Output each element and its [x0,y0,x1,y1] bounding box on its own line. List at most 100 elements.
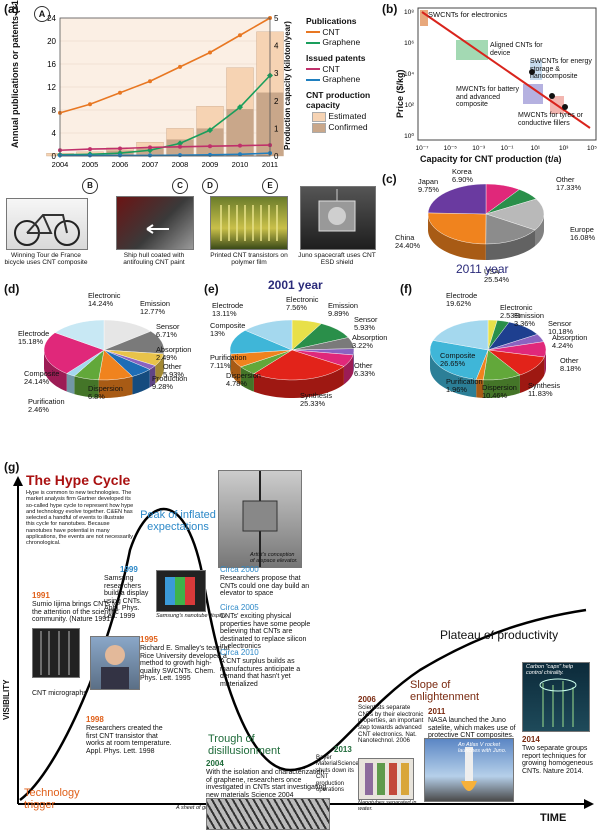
y-tick-label: 10⁶ [404,40,414,47]
hype-intro: Hype is common to new technologies. The … [26,490,134,546]
pie-label: Synthesis 25.33% [300,392,332,408]
pie-slice [54,319,105,351]
pie-label-name: Korea [452,167,472,176]
phase-trough: Trough of disillusionment [208,733,281,757]
pie-label: Sensor 5.93% [354,316,377,332]
data-point [529,69,535,75]
legend-patents-cnt: CNT [322,63,340,74]
pie-label: Japan 9.75% [418,178,439,194]
ylabel-right: Production capacity (kiloton/year) [283,21,292,150]
y-tick-label: 10⁴ [404,71,414,78]
pie-label-name: Electronic [88,291,121,300]
region-label-mwcnt-tyres: MWCNTs for tyres or conductive fillers [518,112,583,127]
legend-publications-title: Publications [306,16,357,26]
panel-c-pie [427,183,545,260]
pie-label-value: 2.46% [28,404,49,414]
pie-label: China 24.40% [395,234,420,250]
region-label-mwcnt-battery: MWCNTs for battery and advanced composit… [456,86,520,109]
pie-label: Absorption 3.22% [352,334,387,350]
pie-label-value: 17.33% [556,182,582,192]
pie-label-value: 6.71% [156,329,177,339]
region-mwcnt-battery-box [523,84,543,104]
pie-label-name: Other [560,356,579,365]
y-axis-arrow [13,476,23,486]
space-elevator-photo [218,470,302,568]
pie-label-value: 15.18% [18,336,44,346]
x-tick-label: 2008 [172,160,189,169]
x-tick-label: 10³ [559,145,569,152]
legend-patents-title: Issued patents [306,52,366,63]
pie-slice [485,213,536,245]
timeline-marker-d: D [202,178,218,194]
pie-label-name: Other [556,175,575,184]
pie-label-value: 6.90% [452,174,473,184]
series-point [238,152,242,157]
pie-label: Sensor 6.71% [156,323,179,339]
event-2005-year: Circa 2005 [220,603,259,612]
y-tick-label: 10⁸ [404,9,414,16]
elevator-caption: Artist's conception of a space elevator. [250,552,298,564]
pie-slice-side [98,376,133,398]
x-tick-label: 10⁻⁷ [415,145,429,152]
pie-slice [229,330,293,355]
pie-slice [43,332,105,374]
plot-frame [59,17,271,157]
y-axis-label: VISIBILITY [2,679,11,720]
pie-label: Dispersion 10.46% [482,384,517,400]
pie-label-name: USA [484,267,500,276]
pie-label-name: Sensor [156,322,180,331]
x-tick-label: 2004 [52,160,69,169]
pie-label: Purification 7.11% [210,354,247,370]
pie-label-name: Electrode [18,329,50,338]
y-tick-label: 24 [47,14,56,23]
pie-label-value: 25.54% [484,274,510,284]
series-point [237,104,243,111]
pie-label: Electrode 19.62% [446,292,477,308]
pie-slice [432,319,489,351]
series-point [148,153,152,158]
pie-label-value: 6.8% [88,391,105,401]
pie-slice-side [132,369,150,395]
panel-b-ylabel: Price ($/kg) [395,69,405,118]
series-point [178,153,182,158]
pie-label-value: 24.40% [395,240,421,250]
event-1995-text: Richard E. Smalley's team at Rice Univer… [140,645,230,683]
pie-slice [244,319,293,351]
pie-label-value: 26.65% [440,358,466,368]
pie-label: Dispersion 6.8% [88,385,123,401]
pie-slice-side [485,230,536,260]
panel-def-pies [43,319,547,398]
ylabel-left: Annual publications or patents (×1000) [10,0,20,148]
pie-slice-side [353,349,354,373]
x-tick-label: 2011 [262,160,278,169]
event-1999-year: 1999 [120,565,138,574]
legend-graphene: Graphene [322,37,361,48]
data-point [562,104,568,110]
x-tick-label: 2009 [202,160,219,169]
pie-label: Purification 1.96% [446,378,483,394]
panel-a-legend: Publications CNT Graphene Issued patents… [306,16,394,133]
x-axis-label: TIME [540,812,567,824]
pie-label-name: Dispersion [88,384,123,393]
ship-hull-photo [116,196,194,250]
atlas-caption: An Atlas V rocket launches with Juno. [458,742,507,754]
series-point [148,79,152,84]
x-tick-label: 10⁵ [587,145,597,152]
pie-label-value: 25.33% [300,398,326,408]
data-point [549,93,555,99]
timeline-marker-c: C [172,178,188,194]
pie-label: Emission 9.89% [328,302,358,318]
pie-label-value: 2.49% [156,352,177,362]
event-2000-year: Circa 2000 [220,565,259,574]
pie-slice-side [74,376,99,398]
carbon-caps-photo [522,662,590,732]
panel-label-d: (d) [4,282,20,296]
event-1998-year: 1998 [86,715,104,724]
caption-bicycle: Winning Tour de France bicycle uses CNT … [4,252,88,267]
samsung-caption: Samsung's nanotube display. [156,613,228,619]
pie-label-value: 9.89% [328,308,349,318]
pie-label-value: 10.46% [482,390,508,400]
x-tick-label: 2006 [112,160,129,169]
series-point [178,144,182,149]
event-2014-text: Two separate groups report techniques fo… [522,745,593,775]
